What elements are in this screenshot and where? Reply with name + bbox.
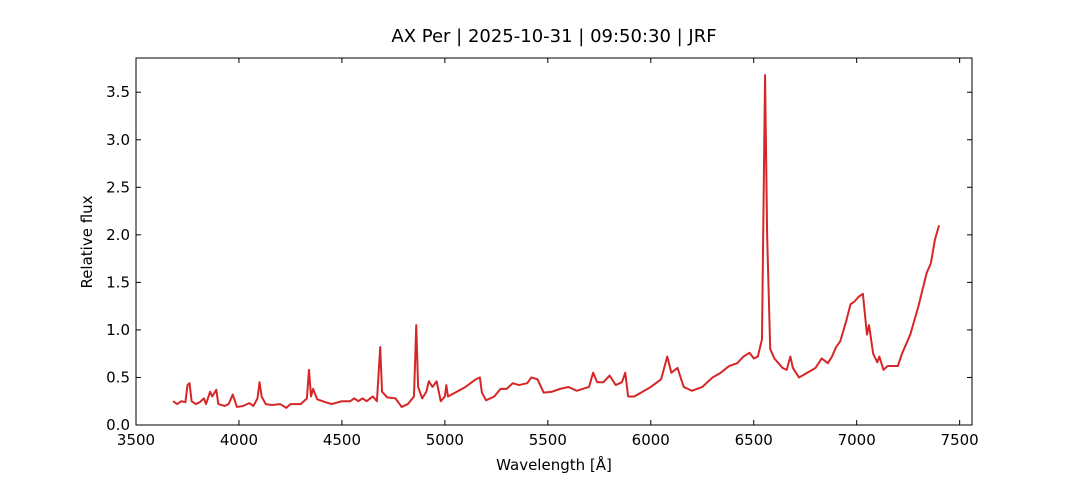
x-tick-label: 4500	[323, 431, 361, 449]
x-axis-label: Wavelength [Å]	[496, 455, 612, 474]
spectrum-line	[172, 74, 941, 409]
x-tick-label: 3500	[117, 431, 155, 449]
x-tick-label: 5500	[529, 431, 567, 449]
x-tick-label: 6500	[735, 431, 773, 449]
x-tick-label: 6000	[632, 431, 670, 449]
y-tick-label: 0.0	[106, 416, 130, 434]
y-tick-label: 0.5	[106, 368, 130, 386]
y-tick-label: 3.5	[106, 83, 130, 101]
x-tick-label: 7000	[838, 431, 876, 449]
x-tick-label: 5000	[426, 431, 464, 449]
y-tick-label: 3.0	[106, 131, 130, 149]
y-axis-label: Relative flux	[78, 195, 96, 288]
y-tick-label: 2.0	[106, 226, 130, 244]
y-tick-label: 1.5	[106, 273, 130, 291]
y-tick-label: 1.0	[106, 321, 130, 339]
plot-frame	[135, 57, 973, 426]
x-tick-label: 4000	[220, 431, 258, 449]
x-tick-label: 7500	[941, 431, 979, 449]
y-tick-label: 2.5	[106, 178, 130, 196]
chart-title: AX Per | 2025-10-31 | 09:50:30 | JRF	[391, 26, 716, 47]
